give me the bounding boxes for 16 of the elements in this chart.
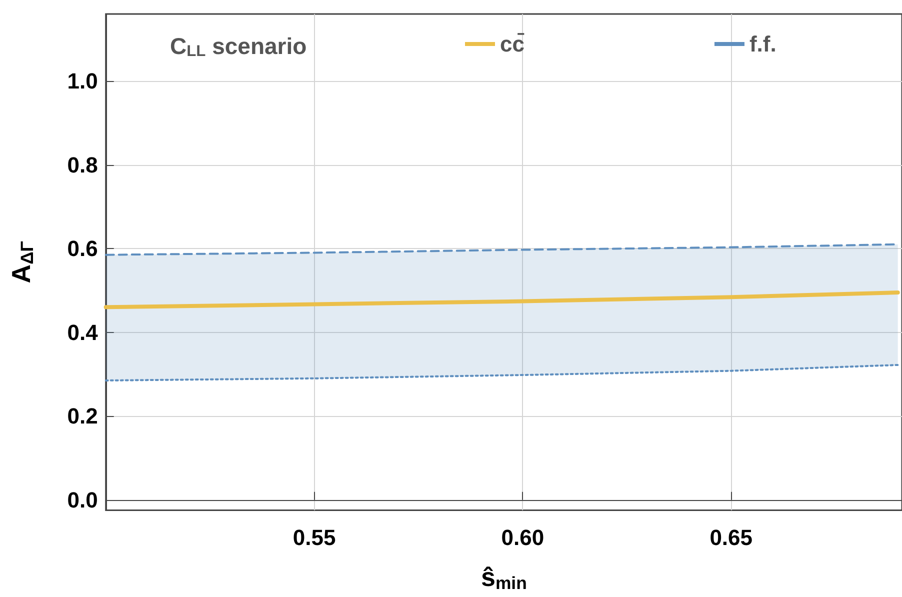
line-series xyxy=(104,364,899,382)
y-axis-title: AΔΓ xyxy=(6,240,37,284)
y-tick-label: 0.2 xyxy=(67,404,98,429)
y-tick-label: 0.0 xyxy=(67,487,98,512)
y-tick-label: 0.4 xyxy=(67,320,99,345)
x-axis-title: ŝmin xyxy=(480,562,527,593)
y-tick-label: 0.8 xyxy=(67,152,98,178)
y-tick-label: 1.0 xyxy=(67,68,98,94)
legend-title: CLL scenario xyxy=(170,33,307,60)
line-series xyxy=(104,290,900,310)
y-tick-label: 0.6 xyxy=(67,236,98,262)
x-tick-label: 0.55 xyxy=(292,524,336,550)
legend-label: cc̄ xyxy=(500,32,525,56)
x-tick-label: 0.60 xyxy=(501,524,544,550)
legend-label: f.f. xyxy=(749,32,776,56)
x-tick-label: 0.65 xyxy=(710,524,753,550)
